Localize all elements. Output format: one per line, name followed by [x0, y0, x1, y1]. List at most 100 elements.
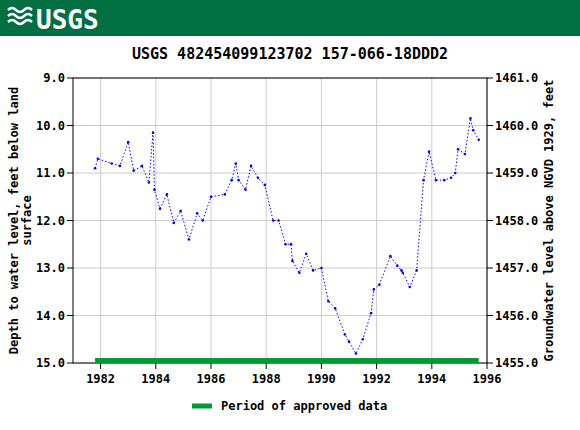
tick-label-x: 1984	[141, 372, 170, 386]
data-point	[272, 219, 275, 222]
grid-line-y	[73, 125, 487, 126]
tick-label-x: 1988	[252, 372, 281, 386]
legend-swatch	[192, 404, 212, 409]
tick-label-y: 12.0	[36, 214, 65, 228]
data-point	[327, 300, 330, 303]
tick-y2	[487, 173, 493, 174]
legend-label: Period of approved data	[221, 399, 387, 413]
tick-label-y: 14.0	[36, 309, 65, 323]
tick-label-y2: 1460.0	[495, 119, 538, 133]
data-point	[370, 312, 373, 315]
tick-y	[67, 125, 73, 126]
data-point	[97, 157, 100, 160]
tick-label-y: 10.0	[36, 119, 65, 133]
data-point	[402, 271, 405, 274]
tick-label-y2: 1459.0	[495, 166, 538, 180]
data-line	[95, 118, 479, 353]
data-point	[148, 181, 151, 184]
data-point	[201, 219, 204, 222]
data-point	[110, 162, 113, 165]
data-point	[94, 167, 97, 170]
data-point	[179, 210, 182, 213]
data-point	[464, 153, 467, 156]
data-point	[264, 184, 267, 187]
data-point	[119, 165, 122, 168]
tick-y	[67, 220, 73, 221]
data-point	[334, 307, 337, 310]
tick-label-y: 15.0	[36, 356, 65, 370]
data-point	[188, 238, 191, 241]
plot-frame	[73, 78, 487, 363]
data-point	[298, 271, 301, 274]
tick-y2	[487, 315, 493, 316]
tick-label-y2: 1456.0	[495, 309, 538, 323]
tick-label-x: 1986	[197, 372, 226, 386]
data-point	[250, 165, 253, 168]
tick-y2	[487, 125, 493, 126]
tick-y	[67, 173, 73, 174]
data-point	[472, 129, 475, 132]
data-point	[284, 243, 287, 246]
data-point	[344, 333, 347, 336]
data-point	[348, 340, 351, 343]
data-point	[396, 264, 399, 267]
tick-label-y2: 1455.0	[495, 356, 538, 370]
tick-label-y2: 1458.0	[495, 214, 538, 228]
grid-line-y	[73, 268, 487, 269]
tick-label-x: 1994	[417, 372, 446, 386]
logo-wave	[8, 8, 32, 12]
tick-label-x: 1996	[473, 372, 502, 386]
tick-y2	[487, 363, 493, 364]
data-point	[415, 269, 418, 272]
data-point	[435, 179, 438, 182]
logo-wave	[8, 14, 32, 18]
grid-line-y	[73, 315, 487, 316]
tick-label-y: 9.0	[43, 71, 65, 85]
tick-x	[211, 363, 212, 369]
data-point	[457, 148, 460, 151]
tick-y	[67, 268, 73, 269]
tick-y2	[487, 220, 493, 221]
data-point	[362, 338, 365, 341]
data-point	[224, 193, 227, 196]
approved-period-line	[95, 358, 479, 363]
data-point	[230, 179, 233, 182]
data-point	[378, 283, 381, 286]
data-point	[132, 169, 135, 172]
data-point	[389, 255, 392, 258]
data-point	[127, 141, 130, 144]
tick-y2	[487, 78, 493, 79]
data-point	[235, 162, 238, 165]
tick-y	[67, 363, 73, 364]
tick-label-y: 13.0	[36, 261, 65, 275]
data-point	[244, 188, 247, 191]
data-point	[312, 269, 315, 272]
tick-label-y: 11.0	[36, 166, 65, 180]
tick-x	[155, 363, 156, 369]
data-point	[141, 165, 144, 168]
tick-y	[67, 78, 73, 79]
data-point	[400, 269, 403, 272]
data-point	[277, 219, 280, 222]
tick-label-y2: 1461.0	[495, 71, 538, 85]
data-point	[166, 193, 169, 196]
logo-wave	[8, 20, 32, 24]
data-point	[408, 286, 411, 289]
tick-y	[67, 315, 73, 316]
data-point	[469, 117, 472, 120]
data-point	[320, 267, 323, 270]
tick-x	[376, 363, 377, 369]
data-point	[373, 288, 376, 291]
grid-line-y	[73, 220, 487, 221]
tick-label-x: 1990	[307, 372, 336, 386]
logo-text: USGS	[36, 5, 99, 35]
data-point	[152, 131, 155, 134]
data-point	[210, 195, 213, 198]
data-point	[291, 260, 294, 263]
axis-label-y2: Groundwater level above NGVD 1929, feet	[542, 80, 556, 362]
data-point	[443, 179, 446, 182]
tick-x	[487, 363, 488, 369]
data-point	[450, 176, 453, 179]
data-point	[257, 176, 260, 179]
axis-label-y: Depth to water level, feet below land	[7, 87, 21, 354]
